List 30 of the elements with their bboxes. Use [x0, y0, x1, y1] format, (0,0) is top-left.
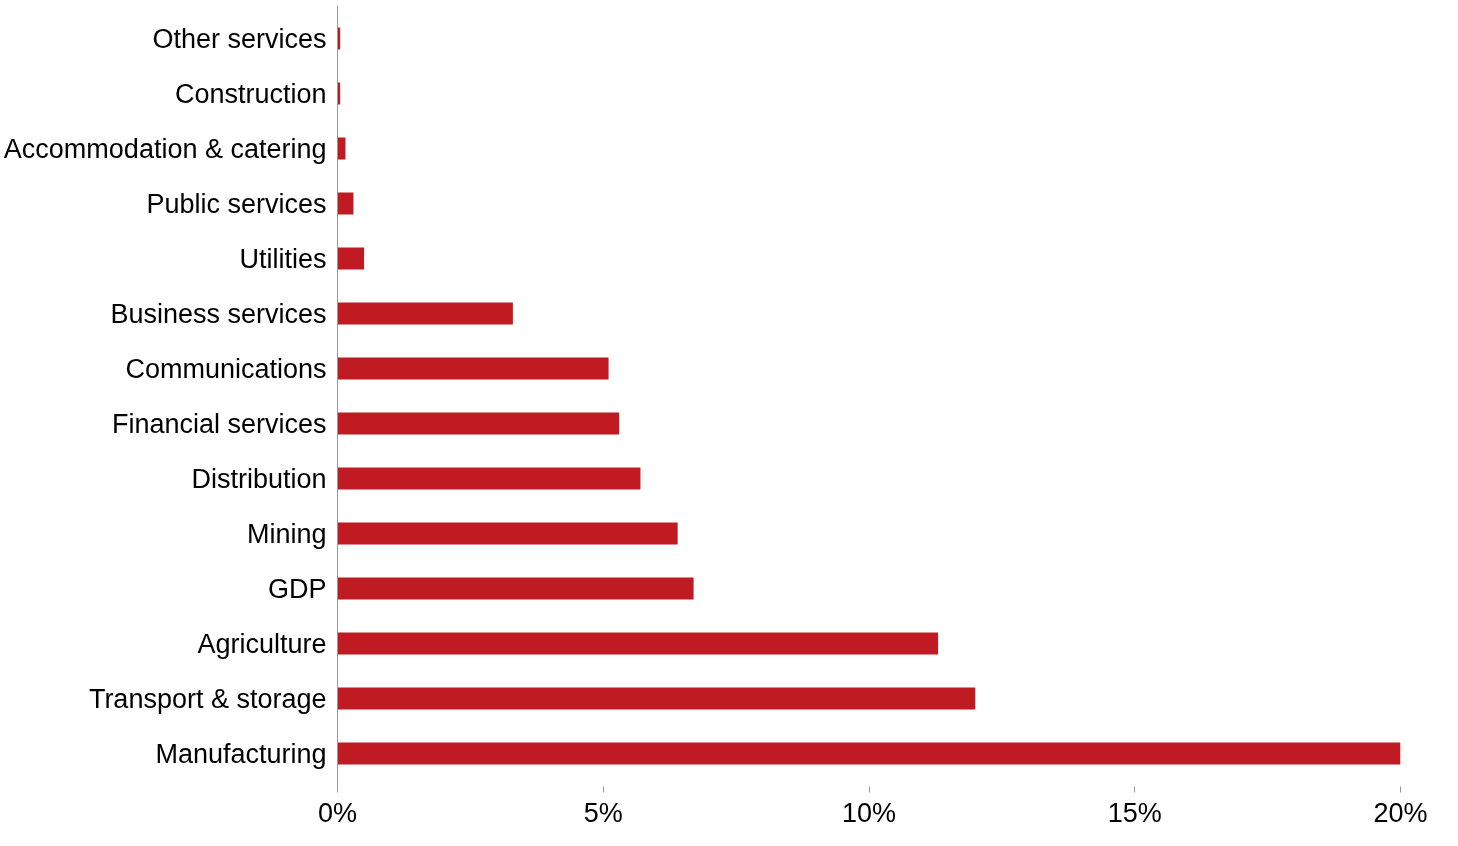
y-tick-label: Other services [152, 23, 327, 54]
y-tick-label: Transport & storage [88, 683, 327, 714]
y-tick-label: Utilities [239, 243, 327, 274]
y-tick-label: Communications [125, 353, 327, 384]
y-tick-label: Mining [246, 518, 327, 549]
y-tick-label: Manufacturing [155, 738, 327, 769]
y-tick-label: Public services [146, 188, 327, 219]
y-tick-label: Business services [110, 298, 327, 329]
bar [337, 192, 354, 215]
bar [337, 632, 939, 655]
x-tick-label: 0% [317, 797, 358, 828]
y-tick-label: Construction [174, 78, 327, 109]
bar [337, 247, 365, 270]
bar [337, 742, 1401, 765]
y-tick-label: GDP [267, 573, 327, 604]
y-tick-label: Financial services [111, 408, 327, 439]
x-tick-label: 15% [1107, 797, 1162, 828]
y-tick-label: Distribution [191, 463, 327, 494]
bar [337, 687, 976, 710]
bar [337, 357, 609, 380]
bar [337, 412, 620, 435]
y-tick-label: Accommodation & catering [3, 133, 327, 164]
x-tick-label: 20% [1373, 797, 1428, 828]
bar [337, 302, 513, 325]
bar [337, 577, 694, 600]
bar [337, 522, 678, 545]
y-tick-label: Agriculture [197, 628, 327, 659]
x-tick-label: 5% [583, 797, 623, 828]
bar [337, 467, 641, 490]
x-tick-label: 10% [841, 797, 897, 828]
